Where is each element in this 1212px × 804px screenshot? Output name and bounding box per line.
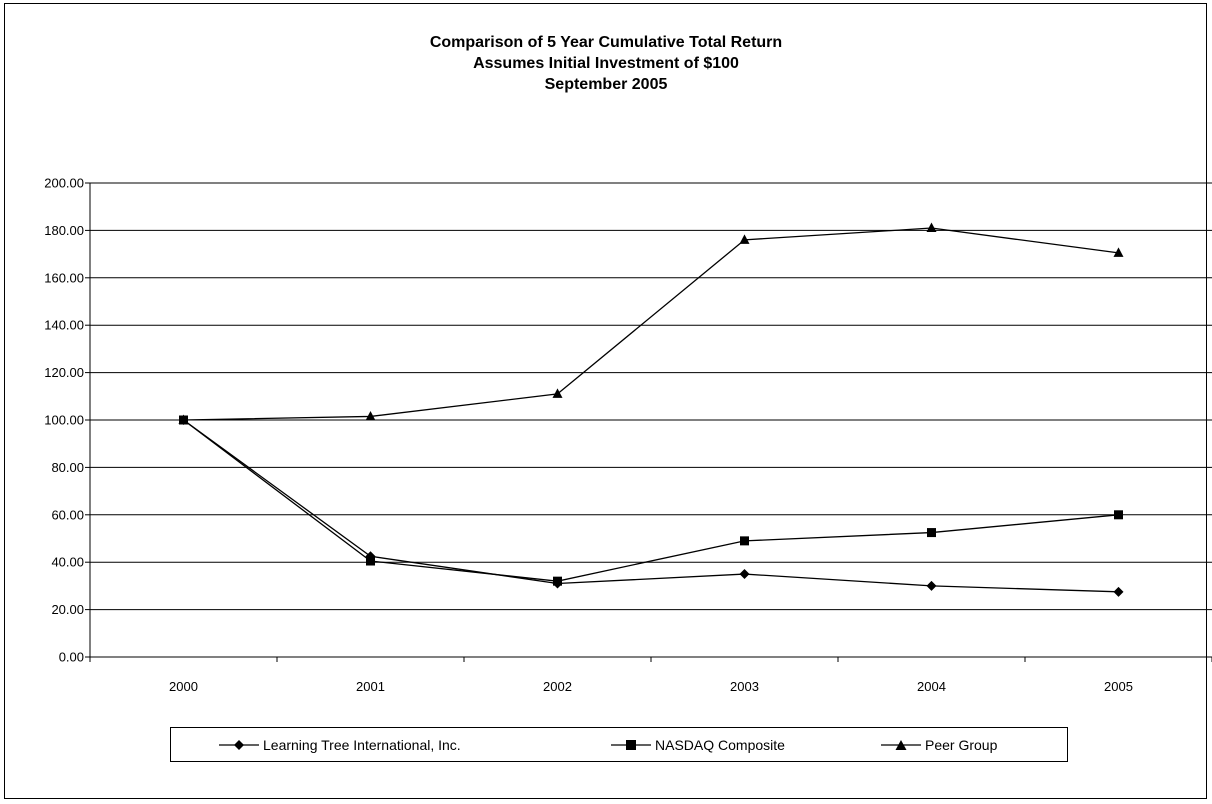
y-tick-label: 80.00	[51, 460, 84, 475]
triangle-point	[926, 222, 937, 233]
x-tick-label: 2001	[356, 679, 385, 694]
triangle-point	[1113, 247, 1124, 257]
square-point	[927, 528, 936, 538]
legend-label-nasdaq: NASDAQ Composite	[655, 736, 785, 753]
y-tick-label: 20.00	[51, 602, 84, 617]
legend-item-nasdaq: NASDAQ Composite	[611, 728, 785, 761]
square-point	[366, 556, 375, 566]
x-tick-label: 2003	[730, 679, 759, 694]
chart-title-block: Comparison of 5 Year Cumulative Total Re…	[0, 32, 1212, 95]
y-tick-label: 100.00	[44, 413, 84, 428]
legend-label-peer-group: Peer Group	[925, 736, 998, 753]
y-tick-label: 140.00	[44, 318, 84, 333]
chart-frame	[4, 3, 1207, 799]
triangle-marker-icon	[881, 739, 921, 750]
square-point	[1114, 510, 1123, 520]
diamond-marker-icon	[219, 739, 259, 750]
chart-legend: Learning Tree International, Inc. NASDAQ…	[170, 727, 1068, 762]
triangle-point	[365, 410, 376, 421]
diamond-point	[739, 569, 750, 580]
y-tick-label: 60.00	[51, 507, 84, 522]
y-tick-label: 120.00	[44, 365, 84, 380]
y-tick-label: 200.00	[44, 176, 84, 191]
y-tick-label: 180.00	[44, 223, 84, 238]
y-tick-label: 160.00	[44, 270, 84, 285]
chart-subtitle: Assumes Initial Investment of $100	[473, 55, 739, 72]
legend-label-learning-tree: Learning Tree International, Inc.	[263, 736, 461, 753]
legend-item-learning-tree: Learning Tree International, Inc.	[219, 728, 461, 761]
x-tick-label: 2000	[169, 679, 198, 694]
x-tick-label: 2004	[917, 679, 946, 694]
triangle-point	[552, 388, 563, 398]
series-line-1	[183, 419, 1119, 582]
diamond-point	[926, 580, 937, 591]
series-line-0	[183, 419, 1119, 593]
square-marker-icon	[611, 739, 651, 750]
x-tick-label: 2005	[1104, 679, 1133, 694]
square-point	[553, 576, 562, 586]
y-tick-label: 0.00	[59, 650, 84, 665]
square-point	[740, 536, 749, 546]
chart-date: September 2005	[544, 76, 668, 93]
diamond-point	[1113, 586, 1124, 597]
series-line-2	[183, 227, 1119, 421]
x-tick-label: 2002	[543, 679, 572, 694]
triangle-point	[739, 234, 750, 244]
triangle-point	[178, 414, 189, 424]
legend-item-peer-group: Peer Group	[881, 728, 997, 761]
chart-title: Comparison of 5 Year Cumulative Total Re…	[429, 34, 783, 51]
y-tick-label: 40.00	[51, 555, 84, 570]
